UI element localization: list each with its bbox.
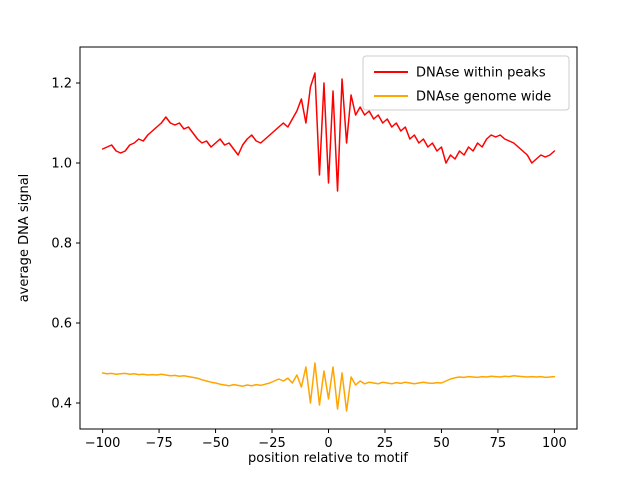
x-tick-label: 0 [324,436,332,451]
x-tick-label: −100 [85,436,121,451]
x-tick-label: 100 [542,436,567,451]
y-tick-label: 0.6 [51,317,72,332]
y-tick-label: 1.0 [51,157,72,172]
series-line-0 [101,72,556,192]
y-tick-label: 0.4 [51,397,72,412]
y-tick-label: 1.2 [51,77,72,92]
y-axis-label: average DNA signal [17,174,32,303]
x-tick-label: 50 [433,436,450,451]
x-tick-label: −25 [258,436,285,451]
legend-entry-label: DNAse genome wide [416,90,551,105]
series-line-1 [101,362,556,412]
y-tick-label: 0.8 [51,237,72,252]
plot-area: −100 −75 −50 −25 0 25 50 75 100 0.4 0.6 0.8 1.0 1.2 DN… [51,46,578,451]
x-tick-label: −50 [202,436,229,451]
legend: DNAse within peaks DNAse genome wide [362,55,570,111]
x-tick-label: 25 [377,436,394,451]
x-axis-label: position relative to motif [248,451,408,466]
legend-box [362,55,570,111]
legend-entry-label: DNAse within peaks [416,66,546,81]
x-tick-label: −75 [145,436,172,451]
x-tick-label: 75 [490,436,507,451]
